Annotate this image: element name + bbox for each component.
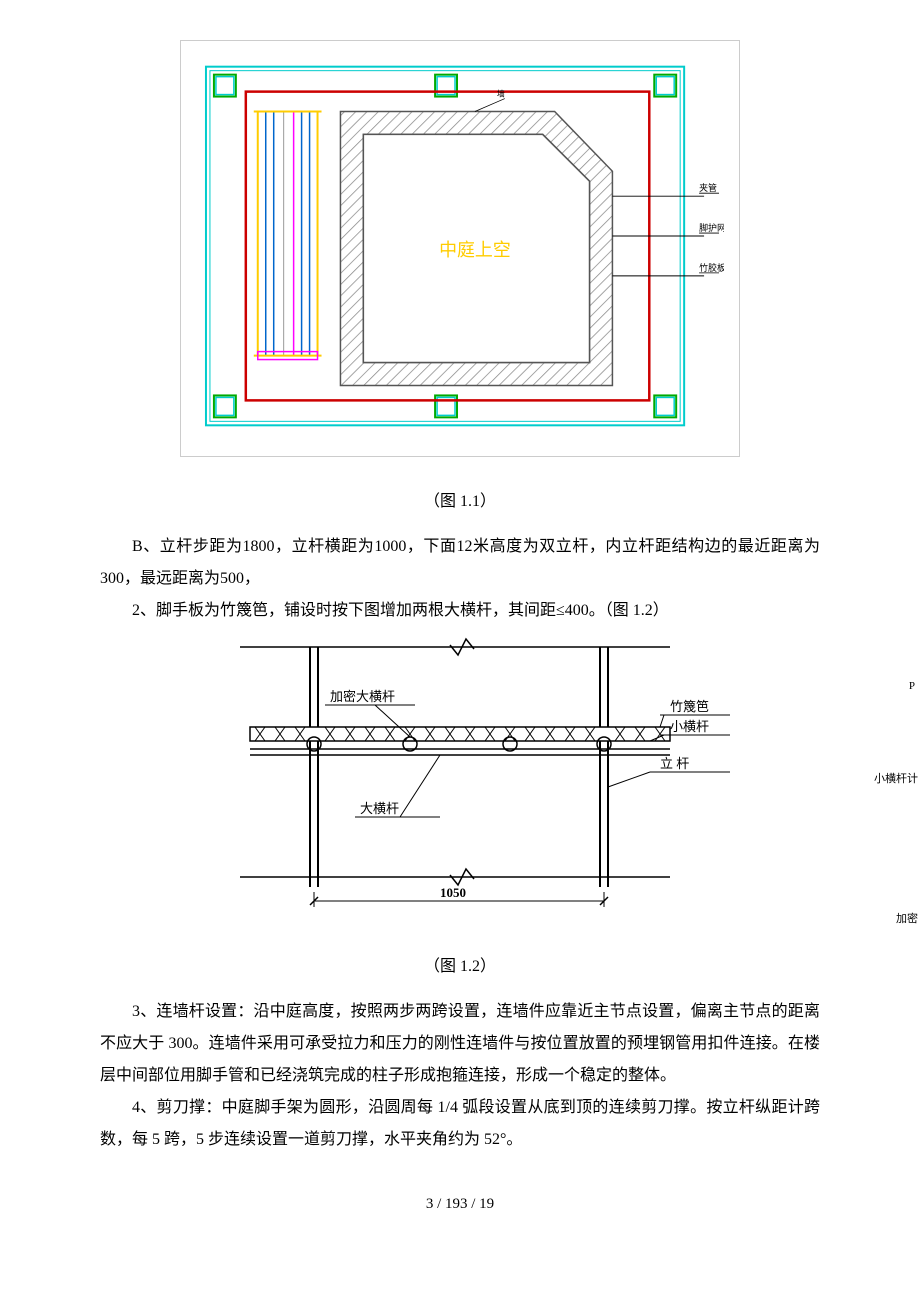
figure-1-2-caption: （图 1.2） xyxy=(100,952,820,976)
figure-1-2-container: 加密大横杆 大横杆 竹篾笆 小横杆 立 杆 1050 xyxy=(180,637,740,922)
paragraph-b: B、立杆步距为1800，立杆横距为1000，下面12米高度为双立杆，内立杆距结构… xyxy=(100,531,820,595)
fig2-label-jiami: 加密大横杆 xyxy=(330,689,395,704)
figure-1-1-diagram: 中庭上空 夹管 脚护网 竹胶板 墙 xyxy=(196,56,724,436)
legend-item-2: 脚护网 xyxy=(699,222,724,233)
legend-item-1: 夹管 xyxy=(699,182,717,193)
fig2-label-xiaohenggan: 小横杆 xyxy=(670,719,709,734)
paragraph-3: 3、连墙杆设置：沿中庭高度，按照两步两跨设置，连墙件应靠近主节点设置，偏离主节点… xyxy=(100,996,820,1092)
figure-1-1-center-label: 中庭上空 xyxy=(439,240,511,260)
margin-note-1: 小横杆计 xyxy=(874,770,918,786)
legend-item-3: 竹胶板 xyxy=(699,262,724,273)
fig2-label-ligan: 立 杆 xyxy=(660,756,689,771)
figure-1-1-container: 中庭上空 夹管 脚护网 竹胶板 墙 xyxy=(180,40,740,457)
fig2-label-zhumianba: 竹篾笆 xyxy=(670,699,709,714)
document-page: 中庭上空 夹管 脚护网 竹胶板 墙 （图 1.1） B、立杆步距为1800，立杆… xyxy=(0,0,920,1253)
page-footer: 3 / 193 / 19 xyxy=(100,1196,820,1213)
fig2-label-dahenggan: 大横杆 xyxy=(360,801,399,816)
margin-note-2: 加密 xyxy=(896,910,918,926)
margin-note-p: P xyxy=(909,680,915,692)
fig2-dimension: 1050 xyxy=(440,885,466,900)
figure-1-2-diagram: 加密大横杆 大横杆 竹篾笆 小横杆 立 杆 1050 xyxy=(180,637,740,917)
paragraph-4: 4、剪刀撑：中庭脚手架为圆形，沿圆周每 1/4 弧段设置从底到顶的连续剪刀撑。按… xyxy=(100,1092,820,1156)
figure-1-1-caption: （图 1.1） xyxy=(100,487,820,511)
svg-text:墙: 墙 xyxy=(497,89,505,99)
paragraph-2: 2、脚手板为竹篾笆，铺设时按下图增加两根大横杆，其间距≤400。（图 1.2） xyxy=(100,595,820,627)
